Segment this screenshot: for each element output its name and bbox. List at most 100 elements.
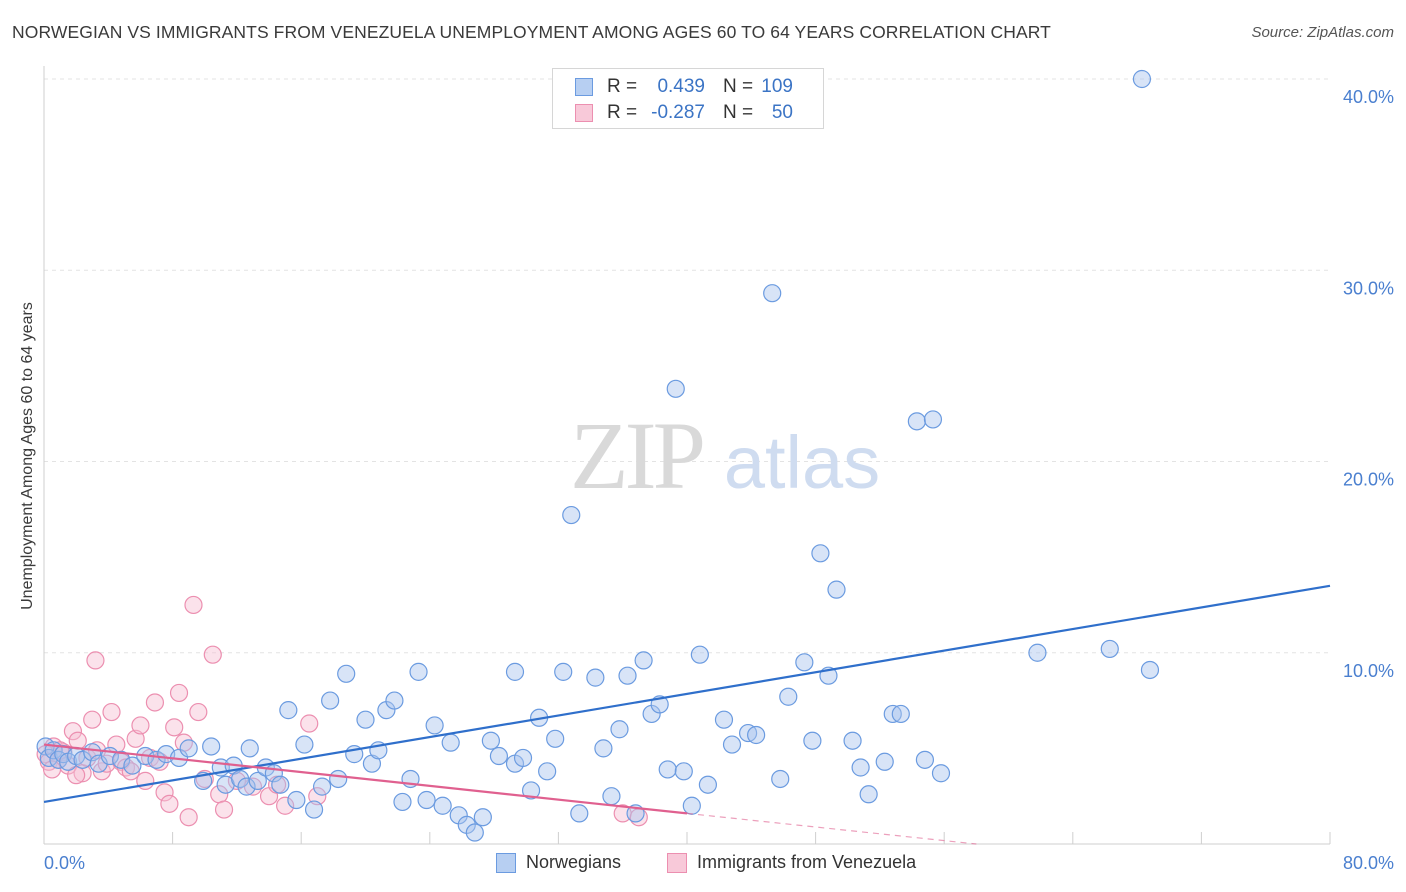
norwegian-point xyxy=(271,775,290,794)
watermark-zip: ZIP xyxy=(570,402,703,509)
norwegian-point xyxy=(295,735,314,754)
norwegian-point xyxy=(666,379,685,398)
y-tick-labels: 10.0% 20.0% 30.0% 40.0% xyxy=(1343,87,1394,681)
venezuela-point xyxy=(189,702,208,722)
norwegian-point xyxy=(112,750,131,769)
norwegian-point xyxy=(179,739,198,758)
venezuela-point xyxy=(160,794,179,813)
legend-n-value: 109 xyxy=(761,76,793,97)
venezuela-point xyxy=(145,693,165,712)
norwegian-point xyxy=(505,662,525,681)
y-tick-label: 30.0% xyxy=(1343,278,1394,298)
norwegian-point xyxy=(923,410,943,429)
gridlines xyxy=(44,78,1330,654)
norwegian-point xyxy=(385,691,404,710)
legend-swatch-blue xyxy=(575,78,593,96)
norwegian-point xyxy=(594,739,613,758)
venezuela-point xyxy=(203,645,222,664)
norwegian-point xyxy=(489,746,509,766)
norwegian-point xyxy=(279,701,298,720)
norwegian-point xyxy=(321,691,340,710)
axes xyxy=(43,66,1331,845)
norwegian-point xyxy=(546,729,565,748)
legend-swatch-blue xyxy=(496,852,516,873)
chart-title: NORWEGIAN VS IMMIGRANTS FROM VENEZUELA U… xyxy=(12,22,1051,42)
x-tick-labels: 0.0% 80.0% xyxy=(44,853,1394,873)
venezuela-point xyxy=(227,771,246,790)
trend-lines xyxy=(43,584,1331,845)
venezuela-point xyxy=(300,714,319,733)
norwegian-point xyxy=(634,651,653,670)
legend-swatch-pink xyxy=(667,852,687,873)
norwegian-point xyxy=(586,668,605,687)
norwegian-point xyxy=(562,505,581,525)
norwegian-point xyxy=(304,800,324,819)
x-tick-label: 80.0% xyxy=(1343,853,1394,873)
venezuela-point xyxy=(169,683,189,703)
venezuela-point xyxy=(86,651,105,670)
venezuela-point xyxy=(102,702,121,722)
norwegian-point xyxy=(690,645,709,664)
norwegian-point xyxy=(312,777,332,796)
venezuela-point xyxy=(42,760,62,779)
norwegian-point xyxy=(674,762,693,781)
y-tick-label: 20.0% xyxy=(1343,470,1394,490)
legend-r-value: -0.287 xyxy=(651,102,705,123)
venezuela-point xyxy=(83,710,102,729)
norwegian-point xyxy=(907,412,926,431)
norwegian-point xyxy=(747,725,766,745)
norwegian-point xyxy=(610,720,629,739)
venezuela-point xyxy=(308,787,327,806)
legend-label-venezuela: Immigrants from Venezuela xyxy=(697,852,917,872)
venezuela-point xyxy=(276,796,295,815)
legend-r-label: R = xyxy=(607,102,638,123)
venezuela-point xyxy=(63,722,83,741)
norwegian-point xyxy=(538,762,557,781)
norwegian-point xyxy=(618,666,637,685)
norwegian-point xyxy=(851,758,870,777)
norwegian-point xyxy=(356,710,375,729)
legend-n-label: N = xyxy=(723,76,754,97)
venezuela-point xyxy=(126,729,145,748)
venezuela-point xyxy=(179,808,198,827)
venezuela-points xyxy=(36,595,648,827)
norwegian-point xyxy=(554,662,573,681)
legend-item-norwegians: Norwegians xyxy=(496,852,621,873)
norwegians-points xyxy=(36,69,1160,842)
venezuela-trend-extension xyxy=(686,812,977,845)
legend-n-label: N = xyxy=(723,102,754,123)
norwegian-point xyxy=(240,739,259,758)
norwegian-point xyxy=(425,716,444,735)
norwegian-point xyxy=(513,748,533,768)
series-legend: Norwegians Immigrants from Venezuela xyxy=(0,852,1406,876)
norwegian-point xyxy=(915,750,935,769)
y-tick-label: 40.0% xyxy=(1343,87,1394,107)
norwegian-point xyxy=(417,790,436,810)
norwegian-point xyxy=(465,823,484,842)
chart-source: Source: ZipAtlas.com xyxy=(1251,24,1394,41)
norwegian-point xyxy=(409,662,428,681)
legend-swatch-pink xyxy=(575,104,593,122)
norwegian-point xyxy=(602,787,621,806)
norwegian-point xyxy=(441,733,460,752)
norwegian-point xyxy=(473,808,492,827)
norwegian-point xyxy=(521,781,541,800)
norwegian-point xyxy=(811,544,830,563)
venezuela-point xyxy=(214,800,234,819)
norwegian-point xyxy=(1100,639,1119,659)
norwegian-point xyxy=(722,735,742,754)
norwegian-point xyxy=(682,796,701,815)
norwegian-point xyxy=(875,752,894,771)
legend-n-value: 50 xyxy=(771,102,793,123)
legend-item-venezuela: Immigrants from Venezuela xyxy=(667,852,916,873)
venezuela-point xyxy=(131,716,150,735)
y-tick-label: 10.0% xyxy=(1343,661,1394,681)
venezuela-point xyxy=(67,766,86,785)
norwegian-point xyxy=(433,796,452,815)
norwegian-point xyxy=(698,775,717,794)
legend-label-norwegians: Norwegians xyxy=(526,852,622,872)
legend-r-value: 0.439 xyxy=(657,76,705,97)
norwegian-point xyxy=(658,760,677,779)
norwegian-point xyxy=(237,777,256,796)
